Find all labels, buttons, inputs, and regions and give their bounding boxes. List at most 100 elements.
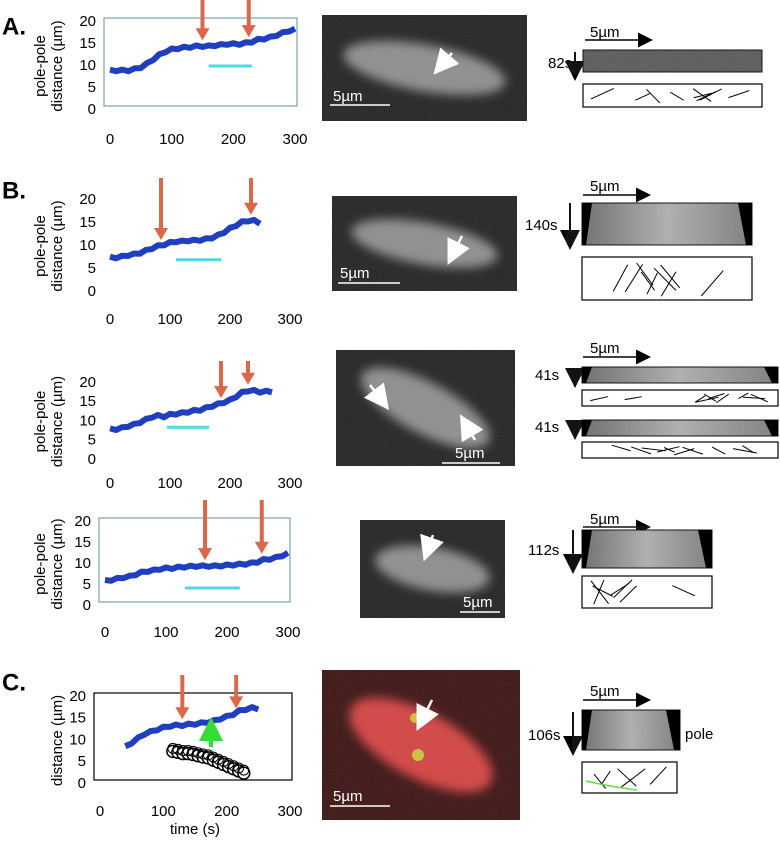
x-tick-label: 200 bbox=[217, 311, 242, 328]
y-axis-label: distance (µm) bbox=[49, 376, 66, 467]
trace-line bbox=[742, 396, 766, 400]
kymo-edge bbox=[764, 420, 778, 436]
x-tick-label: 300 bbox=[277, 803, 302, 820]
image-arrow bbox=[447, 235, 470, 265]
image-arrow bbox=[459, 414, 484, 443]
trace-line bbox=[617, 768, 637, 787]
x-tick-label: 100 bbox=[157, 311, 182, 328]
kymo-scale-label: 5µm bbox=[590, 178, 619, 195]
plot-frame bbox=[98, 517, 291, 603]
image-arrow bbox=[363, 382, 390, 410]
trace-line bbox=[700, 270, 724, 297]
trace-line bbox=[660, 271, 677, 297]
data-point-shadow bbox=[202, 749, 214, 761]
data-point-shadow bbox=[238, 764, 250, 776]
trace-line bbox=[612, 264, 629, 292]
trace-line bbox=[600, 770, 611, 786]
trace-line bbox=[653, 267, 677, 291]
data-line bbox=[104, 550, 290, 584]
kymograph-noise bbox=[582, 710, 680, 750]
kymo-time-label: 140s bbox=[525, 217, 558, 234]
kymo-edge bbox=[582, 710, 592, 750]
trace-line bbox=[695, 396, 719, 403]
trace-line bbox=[742, 445, 754, 454]
y-tick-label: 10 bbox=[79, 57, 96, 74]
y-axis-label: pole-pole bbox=[32, 533, 49, 595]
x-tick-label: 100 bbox=[157, 475, 182, 492]
trace-line bbox=[590, 87, 614, 100]
data-point-shadow bbox=[197, 748, 209, 760]
y-tick-label: 5 bbox=[88, 260, 96, 277]
y-tick-label: 15 bbox=[69, 710, 86, 727]
y-axis-label: pole-pole bbox=[32, 215, 49, 277]
y-tick-label: 10 bbox=[74, 555, 91, 572]
kymograph-noise bbox=[582, 420, 778, 436]
trace-line bbox=[708, 393, 725, 400]
trace-line bbox=[611, 444, 631, 452]
kymo-edge bbox=[764, 367, 778, 383]
image-arrow bbox=[416, 699, 439, 731]
trace-line bbox=[682, 446, 704, 455]
micrograph-noise bbox=[332, 196, 517, 291]
trace-line bbox=[636, 262, 654, 286]
y-tick-label: 0 bbox=[88, 451, 96, 468]
data-point-shadow bbox=[182, 745, 194, 757]
kymo-time-label: 41s bbox=[535, 419, 559, 436]
kymo-edge bbox=[738, 203, 752, 245]
event-arrow bbox=[229, 675, 244, 709]
x-tick-label: 0 bbox=[106, 475, 114, 492]
x-tick-label: 200 bbox=[221, 131, 246, 148]
x-tick-label: 300 bbox=[282, 131, 307, 148]
y-tick-label: 10 bbox=[79, 237, 96, 254]
y-tick-label: 5 bbox=[88, 432, 96, 449]
event-arrow bbox=[244, 178, 258, 215]
green-spot bbox=[412, 749, 424, 761]
data-point-shadow bbox=[223, 758, 235, 770]
data-point-shadow bbox=[187, 745, 199, 757]
event-arrow bbox=[175, 675, 190, 720]
kymo-scale-label: 5µm bbox=[590, 683, 619, 700]
trace-line bbox=[624, 263, 643, 293]
event-arrow bbox=[198, 500, 213, 561]
data-point-shadow bbox=[212, 753, 224, 765]
scale-bar-label: 5µm bbox=[463, 594, 492, 611]
data-line bbox=[109, 25, 297, 75]
trace-line bbox=[699, 88, 722, 101]
micrograph-noise bbox=[336, 350, 515, 466]
trace-box bbox=[581, 389, 779, 407]
data-point-shadow bbox=[228, 760, 240, 772]
y-axis-label: distance (µm) bbox=[49, 200, 66, 291]
trace-line bbox=[590, 580, 610, 605]
kymograph-noise bbox=[582, 203, 752, 245]
x-tick-label: 300 bbox=[275, 624, 300, 641]
y-tick-label: 5 bbox=[78, 753, 86, 770]
micrograph-noise bbox=[322, 15, 527, 121]
trace-line bbox=[673, 448, 695, 456]
x-tick-label: 100 bbox=[159, 131, 184, 148]
trace-line bbox=[646, 272, 658, 295]
trace-line bbox=[663, 447, 676, 453]
y-tick-label: 20 bbox=[79, 374, 96, 391]
trace-line bbox=[692, 88, 712, 102]
y-tick-label: 20 bbox=[79, 191, 96, 208]
scale-bar-label: 5µm bbox=[340, 265, 369, 282]
kymograph-noise bbox=[582, 530, 712, 568]
kymo-time-label: 41s bbox=[535, 367, 559, 384]
event-arrow bbox=[241, 0, 256, 38]
y-tick-label: 20 bbox=[79, 13, 96, 30]
y-tick-label: 5 bbox=[83, 576, 91, 593]
event-arrow bbox=[195, 0, 210, 41]
x-tick-label: 200 bbox=[214, 803, 239, 820]
trace-line bbox=[593, 579, 605, 605]
kymo-scale-label: 5µm bbox=[590, 340, 619, 357]
green-trace bbox=[585, 780, 638, 791]
y-tick-label: 0 bbox=[88, 101, 96, 118]
trace-box bbox=[581, 256, 753, 301]
event-arrow bbox=[254, 500, 269, 554]
trace-line bbox=[738, 392, 749, 400]
kymo-time-label: 82s bbox=[548, 55, 572, 72]
x-tick-label: 0 bbox=[106, 131, 114, 148]
x-tick-label: 0 bbox=[106, 311, 114, 328]
x-tick-label: 200 bbox=[217, 475, 242, 492]
trace-line bbox=[590, 396, 609, 402]
